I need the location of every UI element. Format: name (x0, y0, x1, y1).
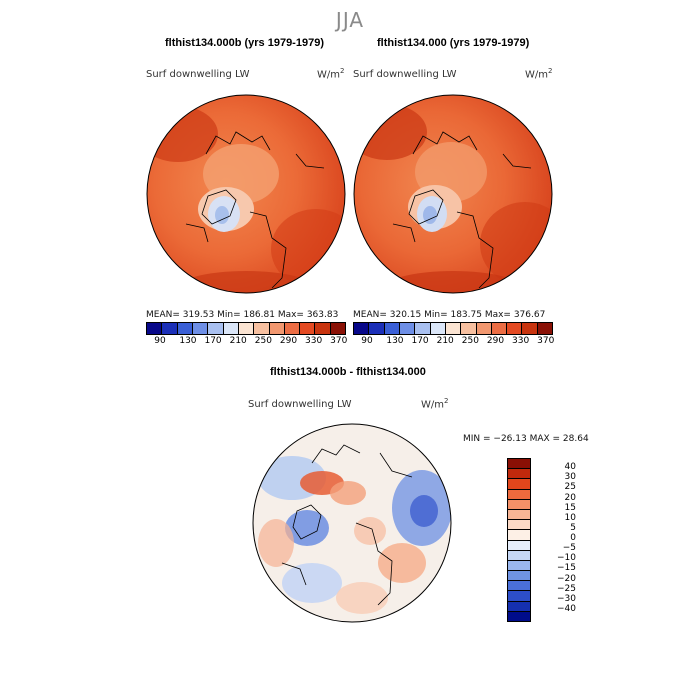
colorbar-swatch (354, 323, 370, 334)
colorbar-swatch (508, 591, 530, 602)
colorbar-swatch (507, 323, 523, 334)
panel-2-polar-map (353, 94, 553, 294)
colorbar-tick-label: 250 (254, 336, 272, 346)
colorbar-swatch (508, 530, 530, 541)
panel-2-variable: Surf downwelling LW (353, 69, 457, 80)
colorbar-tick-label: 15 (564, 502, 576, 513)
colorbar-swatch (522, 323, 538, 334)
diff-variable: Surf downwelling LW (248, 399, 352, 410)
colorbar-swatch (162, 323, 178, 334)
diff-title: flthist134.000b - flthist134.000 (270, 366, 426, 378)
colorbar-tick-label: −25 (557, 583, 576, 594)
colorbar-swatch (238, 323, 255, 334)
colorbar-swatch (508, 499, 530, 510)
colorbar-swatch (177, 323, 193, 334)
colorbar-swatch (508, 571, 530, 582)
colorbar-tick-label: 170 (411, 336, 429, 346)
colorbar-tick-label: 330 (512, 336, 530, 346)
colorbar-tick-label: 170 (204, 336, 222, 346)
colorbar-tick-label: −40 (557, 603, 576, 614)
colorbar-swatch (508, 550, 530, 561)
panel-2-colorbar (353, 322, 553, 335)
colorbar-swatch (508, 601, 530, 612)
colorbar-swatch (415, 323, 431, 334)
colorbar-tick-label: 130 (179, 336, 197, 346)
colorbar-swatch (508, 560, 530, 572)
colorbar-tick-label: 210 (229, 336, 247, 346)
colorbar-swatch (369, 323, 385, 334)
colorbar-swatch (508, 611, 530, 621)
colorbar-tick-label: 90 (361, 336, 373, 346)
colorbar-swatch (399, 323, 416, 334)
colorbar-swatch (284, 323, 301, 334)
diff-polar-map (252, 423, 452, 623)
colorbar-tick-label: 90 (154, 336, 166, 346)
colorbar-tick-label: 10 (564, 512, 576, 523)
colorbar-tick-label: 0 (570, 533, 576, 543)
colorbar-swatch (508, 459, 530, 470)
colorbar-swatch (476, 323, 492, 334)
panel-1-stats: MEAN= 319.53 Min= 186.81 Max= 363.83 (146, 310, 339, 320)
colorbar-tick-label: 25 (564, 482, 576, 493)
page-title: JJA (335, 8, 365, 32)
colorbar-tick-label: 30 (564, 472, 576, 483)
colorbar-tick-label: −15 (557, 563, 576, 574)
colorbar-swatch (315, 323, 331, 334)
colorbar-tick-label: −5 (562, 543, 576, 554)
colorbar-swatch (384, 323, 400, 334)
colorbar-swatch (508, 489, 530, 500)
colorbar-swatch (208, 323, 224, 334)
colorbar-swatch (537, 323, 553, 334)
colorbar-swatch (147, 323, 163, 334)
colorbar-tick-label: −30 (557, 593, 576, 604)
colorbar-tick-label: 5 (570, 522, 576, 533)
panel-1-polar-map (146, 94, 346, 294)
panel-1-colorbar-labels: 90 130 170 210 250 290 330 370 (146, 336, 348, 348)
colorbar-swatch (508, 540, 530, 551)
colorbar-swatch (508, 479, 530, 490)
colorbar-swatch (254, 323, 270, 334)
colorbar-tick-label: 290 (279, 336, 298, 346)
panel-2-colorbar-labels: 90 130 170 210 250 290 330 370 (353, 336, 555, 348)
colorbar-tick-label: 330 (305, 336, 323, 346)
colorbar-tick-label: 370 (537, 336, 555, 346)
colorbar-tick-label: 20 (564, 492, 576, 503)
colorbar-tick-label: 370 (330, 336, 348, 346)
colorbar-swatch (300, 323, 316, 334)
colorbar-swatch (508, 469, 530, 480)
colorbar-swatch (330, 323, 346, 334)
panel-1-units: W/m2 (317, 67, 345, 81)
diff-colorbar-labels: 40 30 25 20 15 10 5 0 −5 −10 −15 −20 −25 −30 −40 (536, 458, 576, 622)
colorbar-tick-label: 210 (436, 336, 454, 346)
colorbar-swatch (430, 323, 446, 334)
diff-units: W/m2 (421, 397, 449, 411)
colorbar-tick-label: 290 (486, 336, 505, 346)
colorbar-swatch (192, 323, 209, 334)
panel-1-variable: Surf downwelling LW (146, 69, 250, 80)
colorbar-swatch (445, 323, 462, 334)
colorbar-tick-label: 130 (386, 336, 404, 346)
panel-2-stats: MEAN= 320.15 Min= 183.75 Max= 376.67 (353, 310, 546, 320)
panel-1-colorbar (146, 322, 346, 335)
panel-2-units: W/m2 (525, 67, 553, 81)
colorbar-swatch (508, 581, 530, 592)
colorbar-swatch (461, 323, 477, 334)
colorbar-swatch (508, 520, 530, 531)
colorbar-swatch (269, 323, 285, 334)
colorbar-tick-label: 250 (461, 336, 479, 346)
panel-1-title: flthist134.000b (yrs 1979-1979) (165, 37, 324, 49)
colorbar-swatch (223, 323, 239, 334)
colorbar-swatch (491, 323, 508, 334)
colorbar-tick-label: 40 (564, 462, 576, 473)
colorbar-tick-label: −20 (557, 573, 576, 584)
diff-colorbar (507, 458, 531, 622)
panel-2-title: flthist134.000 (yrs 1979-1979) (377, 37, 530, 49)
diff-stats: MIN = −26.13 MAX = 28.64 (463, 434, 589, 444)
colorbar-tick-label: −10 (557, 553, 576, 564)
colorbar-swatch (508, 509, 530, 521)
